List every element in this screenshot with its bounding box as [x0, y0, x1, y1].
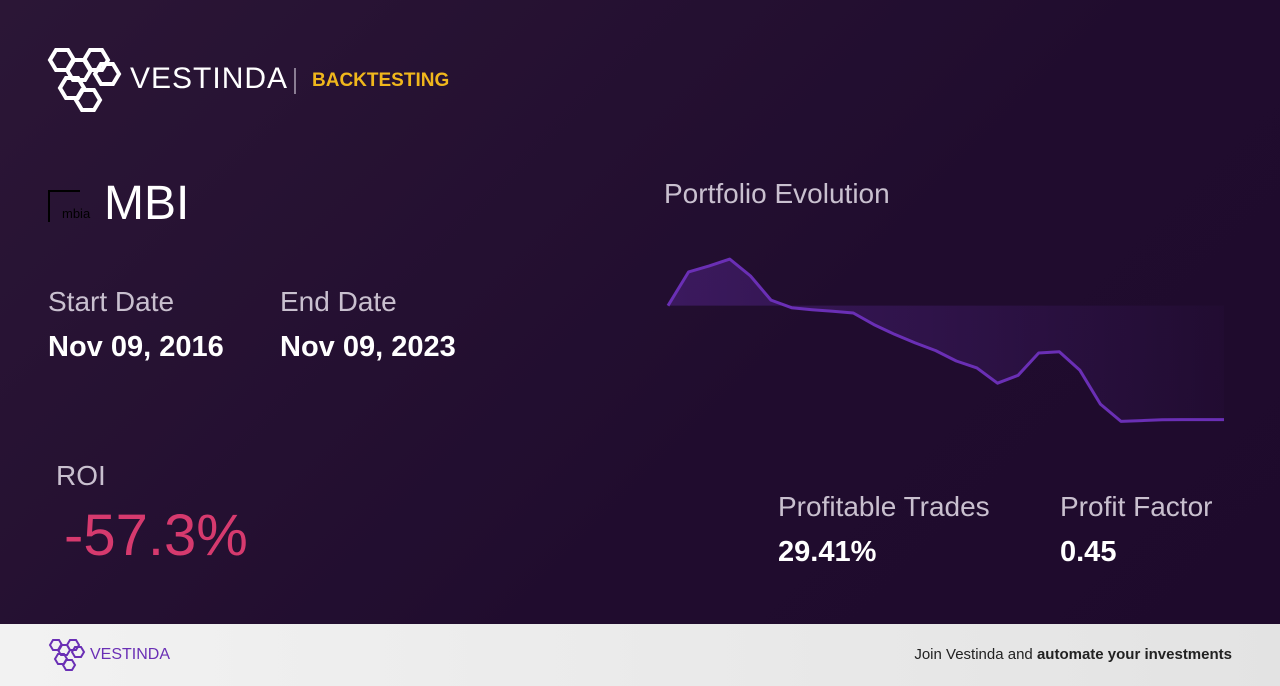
chart-title: Portfolio Evolution [664, 178, 890, 209]
chart [666, 257, 1224, 423]
metric-value: 0.45 [1060, 536, 1117, 568]
roi-value: -57.3% [64, 503, 248, 568]
end-date: Nov 09, 2023 [280, 331, 456, 363]
footer-logo-icon [48, 639, 86, 671]
asset-logo [48, 190, 80, 222]
line [666, 257, 1224, 423]
start-date: Nov 09, 2016 [48, 331, 224, 363]
roi-label: ROI [56, 460, 106, 491]
area [668, 259, 1224, 422]
footer-text: Join Vestinda and automate your investme… [914, 646, 1232, 663]
footer-text-bold: automate your investments [1036, 646, 1232, 663]
end-label: End Date [280, 286, 397, 317]
metric-label: Profit Factor [1060, 491, 1213, 522]
brand: VESTINDA [130, 62, 289, 95]
divider [294, 68, 296, 94]
logo-icon [47, 48, 122, 112]
ticker: MBI [104, 177, 190, 230]
metric-value: 29.41% [778, 536, 877, 568]
section: BACKTESTING [312, 70, 450, 91]
start-label: Start Date [48, 286, 175, 317]
footer: VESTINDA Join Vestinda and automate your… [0, 624, 1280, 686]
asset-logo-text: mbia [62, 206, 91, 221]
metric-label: Profitable Trades [778, 491, 990, 522]
footer-brand: VESTINDA [90, 646, 171, 663]
footer-text-plain: Join Vestinda and [914, 646, 1037, 663]
